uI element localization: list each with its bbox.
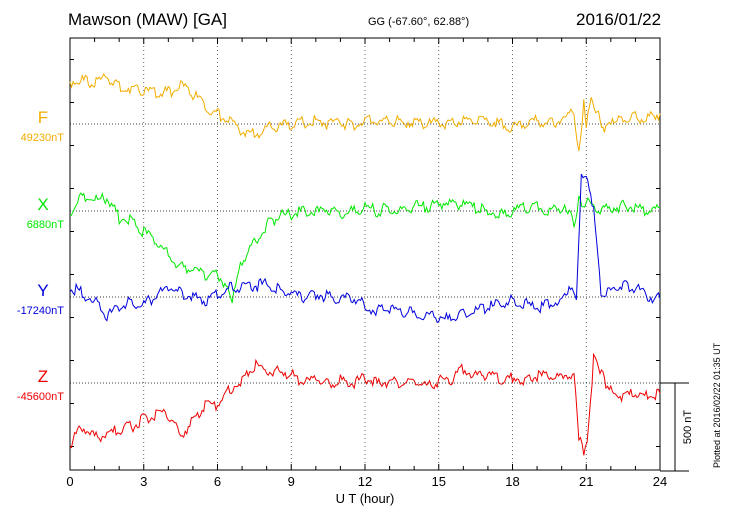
- x-tick-label: 6: [214, 474, 221, 489]
- baseline-value-f: 49230nT: [21, 132, 65, 144]
- station-title: Mawson (MAW) [GA]: [68, 10, 227, 29]
- x-tick-label: 12: [358, 474, 372, 489]
- x-tick-label: 21: [579, 474, 593, 489]
- series-name-f: F: [38, 108, 48, 127]
- x-axis-label: U T (hour): [336, 491, 395, 506]
- series-name-y: Y: [37, 281, 48, 300]
- x-tick-label: 0: [66, 474, 73, 489]
- x-tick-label: 24: [653, 474, 667, 489]
- plot-date: 2016/01/22: [576, 10, 662, 29]
- baseline-value-y: -17240nT: [17, 305, 64, 317]
- baseline-value-x: 6880nT: [27, 219, 65, 231]
- series-name-z: Z: [38, 367, 48, 386]
- series-line-z: [69, 352, 661, 456]
- x-tick-label: 18: [505, 474, 519, 489]
- series-line-y: [69, 173, 661, 324]
- station-coordinates: GG (-67.60°, 62.88°): [368, 16, 470, 28]
- series-line-f: [69, 72, 661, 151]
- series-line-x: [69, 191, 661, 304]
- scale-bar-label: 500 nT: [682, 410, 694, 445]
- x-tick-label: 9: [288, 474, 295, 489]
- x-tick-label: 3: [140, 474, 147, 489]
- series-name-x: X: [37, 195, 48, 214]
- baseline-value-z: -45600nT: [17, 391, 64, 403]
- x-tick-label: 15: [432, 474, 446, 489]
